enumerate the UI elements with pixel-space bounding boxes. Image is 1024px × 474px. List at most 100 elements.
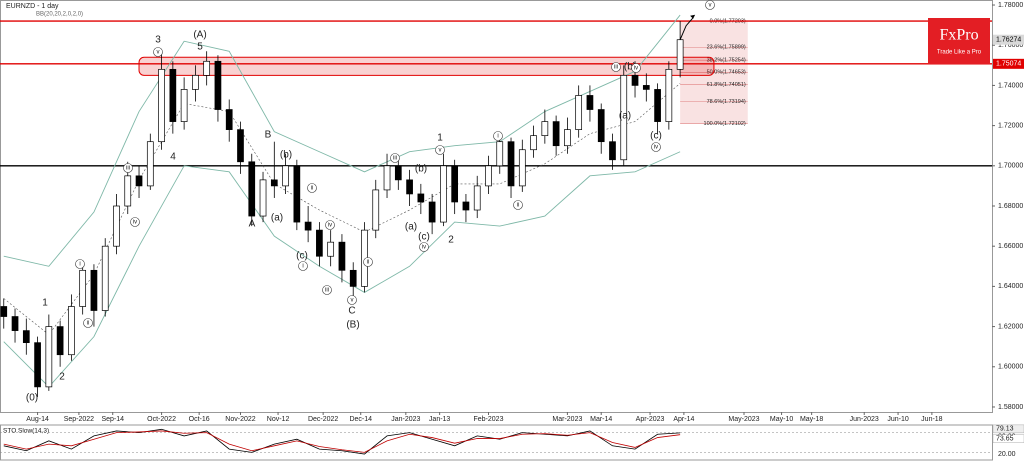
candle-body [180,89,188,122]
wave-label: v [439,148,442,154]
x-tick-label: Jan-2023 [391,416,420,423]
candle-body [597,109,605,143]
x-tick-label: Dec-14 [349,416,372,423]
candle-body [406,179,413,195]
candle-body [676,39,684,70]
wave-label: C [348,306,355,317]
candle-body [158,68,165,143]
x-tick-label: Feb-2023 [474,416,504,423]
candle-body [609,141,616,161]
indicator-label: BB(20,20,2,0,2,0) [36,12,83,18]
y-tick-label: 1.68000 [998,203,1023,210]
candle-body [327,241,335,257]
wave-label: 4 [170,152,176,163]
wave-label: (a) [405,222,417,233]
wave-circle [435,145,445,155]
candle-body [11,316,19,331]
wave-label: (c) [650,131,662,142]
wave-label: iv [422,245,426,251]
candle-body [349,269,357,287]
wave-label: iii [393,156,397,162]
candle-body [440,165,447,223]
wave-circle [631,63,641,73]
x-tick-label: Oct-16 [189,416,210,423]
sto-frame [0,424,993,461]
wave-circle [419,242,429,252]
candle-body [0,306,8,317]
candle-body [79,269,87,307]
x-tick-label: Dec-2022 [308,416,338,423]
candle-body [485,165,492,187]
wave-label: A [249,219,256,230]
wave-label: (b) [280,150,292,161]
x-tick-label: Jun-10 [887,416,909,423]
projection-arrow [679,17,694,40]
candle-body [34,342,41,388]
candle-body [507,141,515,187]
wave-circle [611,62,621,72]
wave-label: 1 [437,133,443,144]
candle-body [665,68,673,122]
sto-tag [992,434,1024,443]
wave-label: (B) [346,320,359,331]
price-tag-label: 1.75074 [996,61,1021,68]
candle-body [248,161,256,217]
candle-body [259,179,267,217]
resistance-zone [138,56,715,76]
x-tick-label: Jun-18 [921,416,943,423]
candle-body [192,75,199,90]
wave-label: iv [328,223,332,229]
y-tick-label: 1.76000 [998,42,1023,49]
bollinger-upper [3,14,681,267]
candle-body [564,129,571,147]
wave-label: 1 [42,298,48,309]
wave-label: ii [311,186,314,192]
candle-body [586,95,594,110]
wave-circle [83,318,93,328]
candle-body [68,306,75,356]
wave-label: (c) [296,251,308,262]
wave-label: (b) [624,62,636,73]
logo-box [928,18,990,64]
candle-body [417,193,425,203]
wave-label: i [497,134,498,140]
candle-body [90,269,98,311]
wave-label: (0) [26,393,38,404]
sto-tag-label: 73.65 [996,436,1014,443]
price-tag-label: 1.76274 [996,37,1021,44]
wave-label: (b) [415,164,427,175]
wave-label: B [265,130,272,141]
fib-label: 78.6%(1.73194) [707,99,746,105]
wave-circle [75,259,85,269]
x-tick-label: Nov-2022 [225,416,255,423]
x-tick-label: May-18 [800,416,823,423]
wave-label: (c) [418,232,430,243]
candle-body [462,201,470,211]
wave-circle [153,47,163,57]
candle-body [270,179,278,187]
x-tick-label: May-2023 [728,416,759,423]
wave-circle [651,142,661,152]
candle-body [394,165,402,181]
wave-label: ii [87,321,90,327]
wave-label: 2 [59,372,65,383]
candle-body [541,121,549,137]
wave-circle [123,163,133,173]
candle-body [45,326,53,388]
y-tick-label: 1.64000 [998,283,1023,290]
wave-label: 3 [155,35,161,46]
candle-body [631,75,639,86]
chart-title: EURNZD - 1 day [6,3,59,10]
wave-label: v [709,3,712,9]
candle-body [338,241,346,271]
y-tick-label: 1.58000 [998,404,1023,411]
wave-label: 5 [197,42,203,53]
wave-circle [298,261,308,271]
candle-body [169,68,177,122]
x-tick-label: Jan-13 [429,416,451,423]
candle-body [237,129,244,163]
candle-body [316,229,323,257]
fib-label: 61.8%(1.74051) [707,82,746,88]
fib-label: 50.0%(1.74653) [707,70,746,76]
sto-tag-label: 79.13 [996,426,1014,433]
